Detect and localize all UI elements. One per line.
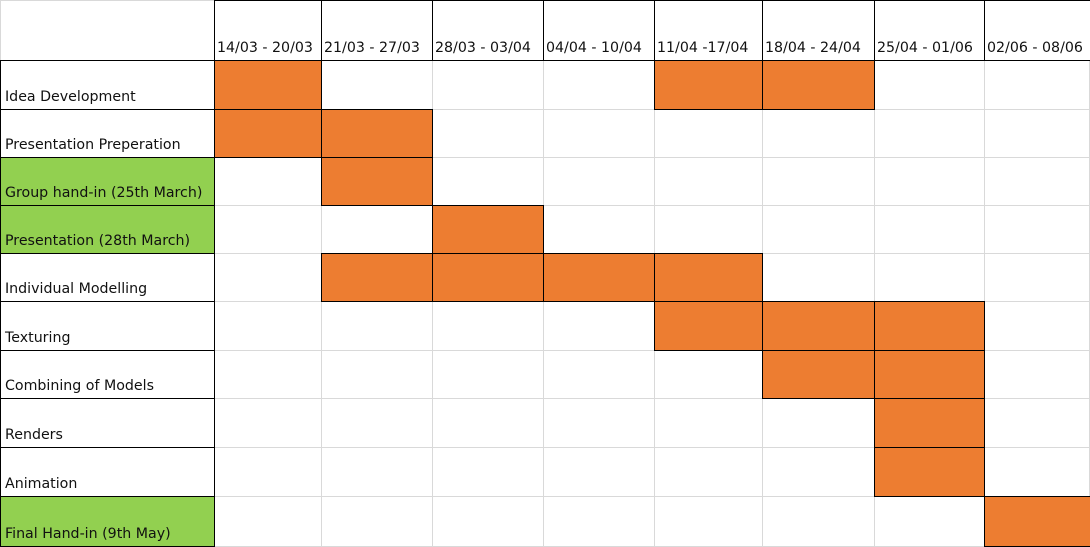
milestone-label-cell[interactable] bbox=[0, 496, 215, 547]
task-bar[interactable] bbox=[874, 398, 985, 448]
task-bar[interactable] bbox=[984, 496, 1090, 547]
task-bar[interactable] bbox=[874, 447, 985, 497]
column-label: 18/04 - 24/04 bbox=[765, 40, 861, 56]
task-bar[interactable] bbox=[762, 350, 875, 399]
task-bar[interactable] bbox=[654, 60, 763, 110]
row-label: Group hand-in (25th March) bbox=[5, 185, 203, 201]
gridline-h bbox=[0, 109, 1090, 110]
task-bar[interactable] bbox=[321, 157, 433, 206]
task-bar[interactable] bbox=[321, 253, 433, 302]
task-bar[interactable] bbox=[762, 301, 875, 351]
gridline-v bbox=[874, 0, 875, 547]
header-cell[interactable] bbox=[654, 0, 763, 61]
header-cell[interactable] bbox=[432, 0, 544, 61]
row-label: Texturing bbox=[5, 330, 71, 346]
column-label: 28/03 - 03/04 bbox=[435, 40, 531, 56]
row-label: Idea Development bbox=[5, 89, 136, 105]
gridline-h bbox=[0, 157, 1090, 158]
milestone-label-cell[interactable] bbox=[0, 205, 215, 254]
task-bar[interactable] bbox=[874, 350, 985, 399]
task-bar[interactable] bbox=[874, 301, 985, 351]
task-bar[interactable] bbox=[654, 301, 763, 351]
row-label: Individual Modelling bbox=[5, 281, 148, 297]
gridline-h bbox=[0, 350, 1090, 351]
gridline-h bbox=[0, 205, 1090, 206]
header-cell[interactable] bbox=[543, 0, 655, 61]
task-bar[interactable] bbox=[543, 253, 655, 302]
task-bar[interactable] bbox=[432, 205, 544, 254]
gridline-h bbox=[0, 496, 1090, 497]
column-label: 25/04 - 01/06 bbox=[877, 40, 973, 56]
row-label: Combining of Models bbox=[5, 378, 154, 394]
task-bar[interactable] bbox=[654, 253, 763, 302]
gridline-h bbox=[0, 398, 1090, 399]
task-bar[interactable] bbox=[214, 109, 322, 158]
row-label: Renders bbox=[5, 427, 63, 443]
header-cell[interactable] bbox=[874, 0, 985, 61]
column-label: 14/03 - 20/03 bbox=[217, 40, 313, 56]
column-label: 04/04 - 10/04 bbox=[546, 40, 642, 56]
gridline-h bbox=[0, 447, 1090, 448]
row-label: Presentation (28th March) bbox=[5, 233, 191, 249]
gridline-v bbox=[984, 0, 985, 547]
task-bar[interactable] bbox=[432, 253, 544, 302]
row-label: Presentation Preperation bbox=[5, 137, 181, 153]
task-bar[interactable] bbox=[762, 60, 875, 110]
header-cell[interactable] bbox=[984, 0, 1090, 61]
column-label: 21/03 - 27/03 bbox=[324, 40, 420, 56]
task-bar[interactable] bbox=[214, 60, 322, 110]
row-label: Final Hand-in (9th May) bbox=[5, 526, 171, 542]
column-label: 02/06 - 08/06 bbox=[987, 40, 1083, 56]
header-cell[interactable] bbox=[762, 0, 875, 61]
row-label: Animation bbox=[5, 476, 78, 492]
task-bar[interactable] bbox=[321, 109, 433, 158]
header-cell[interactable] bbox=[321, 0, 433, 61]
milestone-label-cell[interactable] bbox=[0, 157, 215, 206]
column-label: 11/04 -17/04 bbox=[657, 40, 749, 56]
